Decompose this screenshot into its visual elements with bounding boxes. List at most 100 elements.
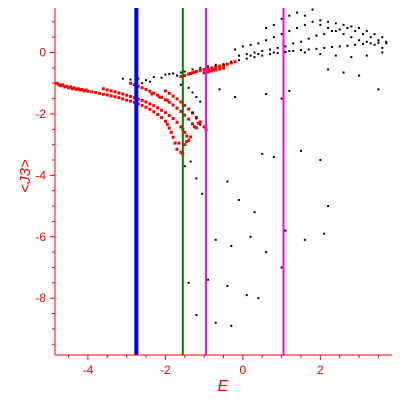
data-point	[272, 51, 275, 54]
data-point	[358, 39, 361, 42]
data-point	[167, 91, 171, 95]
data-point	[175, 147, 179, 151]
data-point	[214, 65, 218, 69]
data-point	[214, 321, 217, 324]
data-point	[187, 107, 191, 111]
data-point	[191, 91, 194, 94]
data-point	[342, 23, 345, 26]
x-tick-label: 0	[240, 363, 247, 377]
data-point	[280, 266, 283, 269]
data-point	[113, 95, 117, 99]
data-point	[358, 26, 361, 29]
data-point	[365, 40, 368, 43]
data-point	[361, 33, 364, 36]
data-point	[189, 71, 193, 75]
data-point	[249, 54, 252, 57]
data-point	[311, 8, 314, 11]
data-point	[230, 244, 233, 247]
y-tick-label: -8	[35, 291, 46, 305]
data-point	[373, 33, 376, 36]
data-point	[129, 94, 133, 98]
data-point	[179, 71, 182, 74]
data-point	[253, 211, 256, 214]
data-point	[272, 155, 275, 158]
data-point	[164, 73, 167, 76]
data-point	[210, 66, 214, 70]
data-point	[354, 43, 357, 46]
data-point	[299, 149, 302, 152]
data-point	[354, 30, 357, 33]
data-point	[288, 89, 291, 92]
data-point	[237, 54, 240, 57]
data-point	[171, 94, 175, 98]
data-point	[168, 73, 171, 76]
data-point	[55, 81, 59, 85]
data-point	[144, 100, 148, 104]
data-point	[109, 94, 113, 98]
data-point	[342, 33, 345, 36]
data-point	[94, 90, 98, 94]
data-point	[194, 115, 198, 119]
data-point	[187, 138, 191, 142]
data-point	[207, 65, 210, 68]
data-point	[225, 62, 229, 66]
data-point	[140, 103, 144, 107]
data-point	[121, 97, 125, 101]
data-point	[148, 102, 152, 106]
data-point	[183, 70, 186, 73]
data-point	[280, 97, 283, 100]
data-point	[175, 120, 179, 124]
data-point	[183, 74, 187, 78]
data-point	[169, 130, 173, 134]
data-point	[350, 25, 353, 28]
data-point	[222, 63, 225, 66]
data-point	[272, 36, 275, 39]
data-point	[377, 88, 380, 91]
data-point	[202, 67, 206, 71]
data-point	[105, 88, 109, 92]
data-point	[385, 42, 388, 45]
data-point	[296, 26, 299, 29]
vertical-lines-layer	[134, 8, 285, 355]
data-point	[245, 57, 248, 60]
data-point	[105, 93, 109, 97]
data-point	[183, 130, 187, 134]
data-point	[59, 84, 63, 88]
data-point	[189, 135, 193, 139]
data-point	[195, 177, 198, 180]
data-point	[207, 278, 210, 281]
data-point	[323, 33, 326, 36]
data-point	[361, 42, 364, 45]
data-point	[187, 72, 191, 76]
data-point	[196, 121, 200, 125]
data-point	[176, 74, 179, 77]
data-point	[187, 86, 190, 89]
data-point	[268, 48, 271, 51]
data-point	[237, 59, 240, 62]
data-point	[257, 297, 260, 300]
data-point	[117, 96, 121, 100]
data-point	[226, 180, 229, 183]
data-point	[280, 33, 283, 36]
data-point	[284, 229, 287, 232]
data-point	[177, 141, 181, 145]
data-point	[84, 88, 88, 92]
data-point	[160, 108, 164, 112]
data-point	[292, 49, 295, 52]
data-point	[214, 63, 217, 66]
data-point	[160, 76, 163, 79]
data-point	[152, 91, 156, 95]
data-point	[141, 82, 144, 85]
data-point	[152, 76, 155, 79]
data-point	[72, 86, 76, 90]
data-point	[229, 61, 233, 65]
axes-layer	[54, 8, 392, 356]
data-point	[179, 109, 183, 113]
plot-area	[55, 8, 388, 355]
data-point	[327, 26, 330, 29]
data-point	[148, 89, 152, 93]
data-point	[222, 66, 225, 70]
data-point	[195, 96, 198, 99]
data-point	[152, 110, 156, 114]
